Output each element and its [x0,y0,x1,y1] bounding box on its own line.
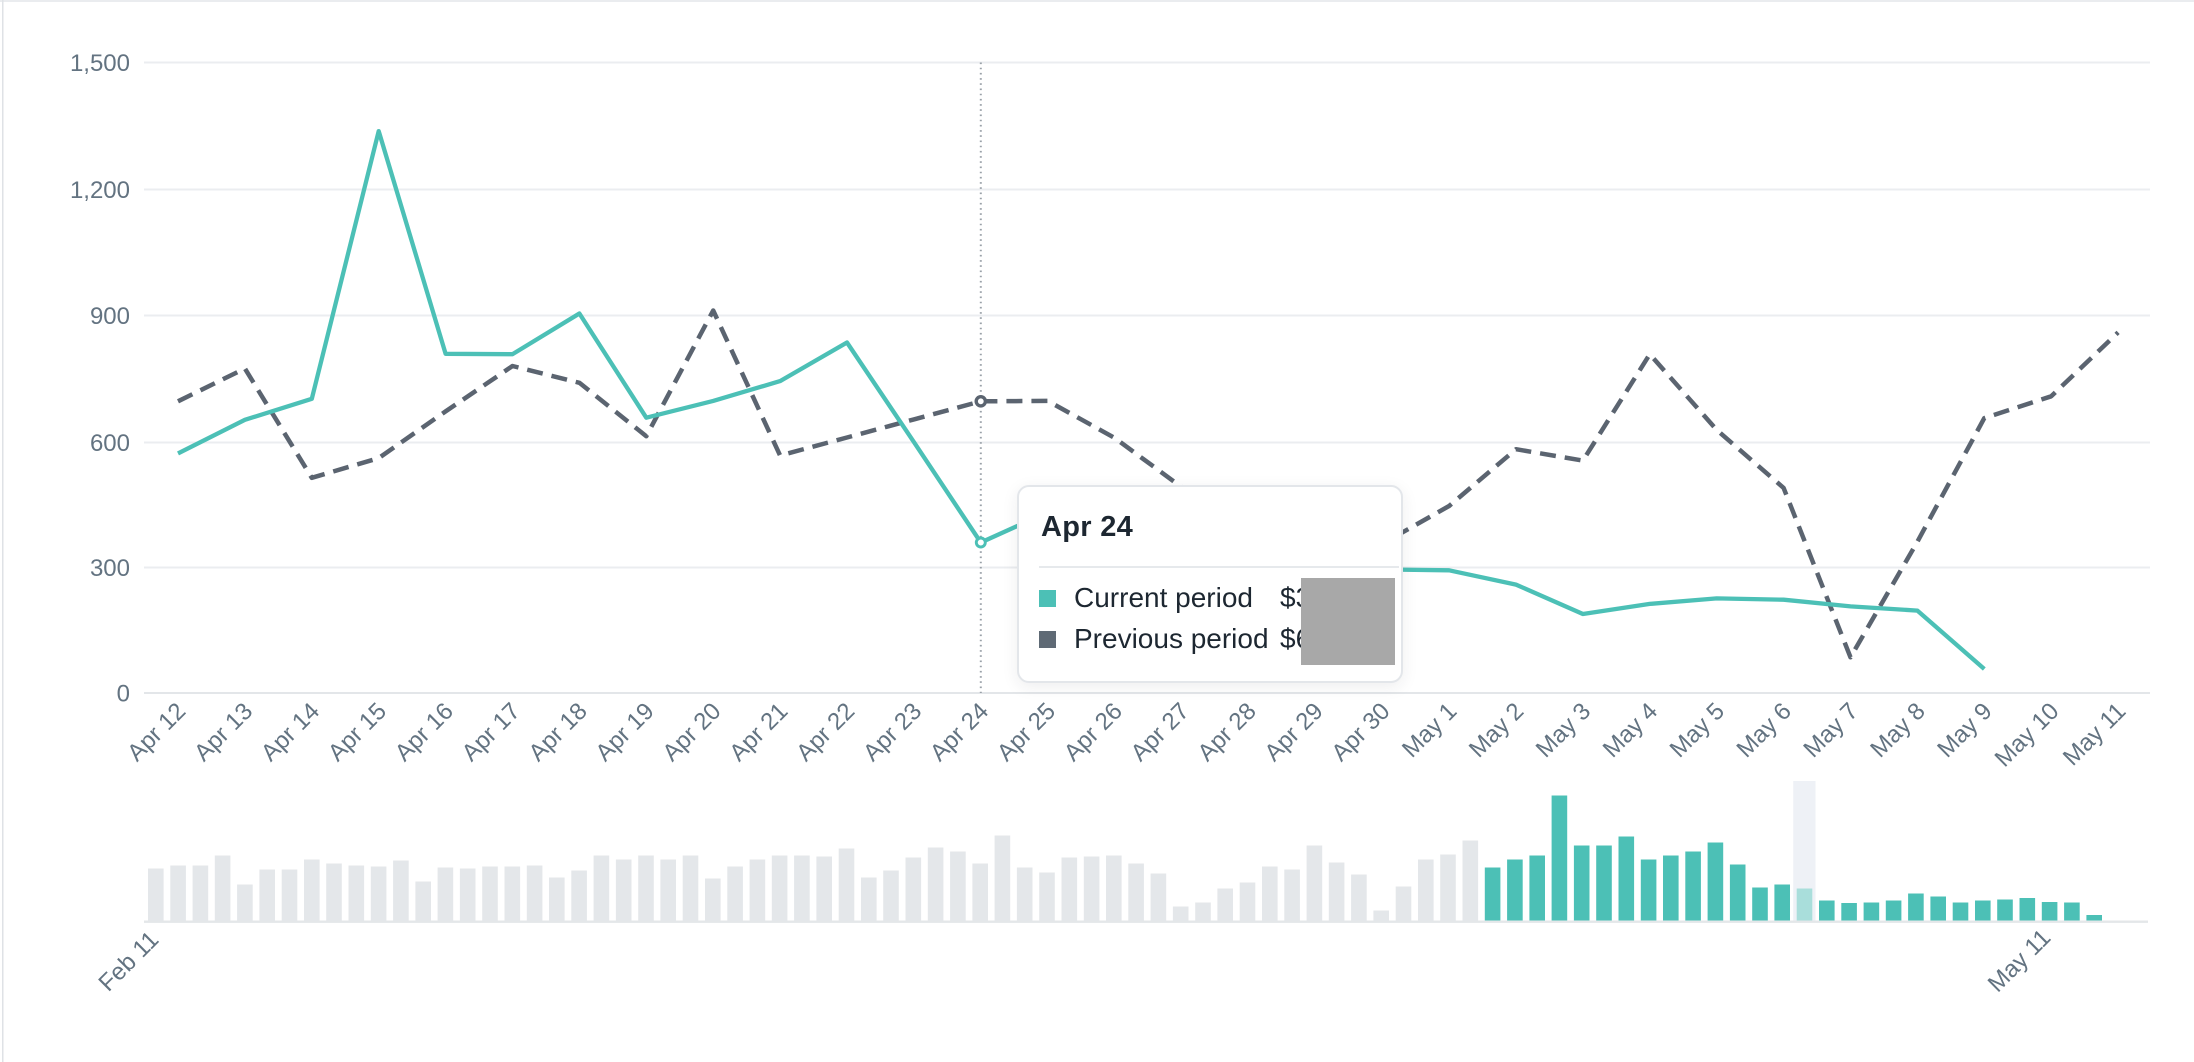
svg-text:Apr 29: Apr 29 [1259,698,1328,767]
svg-text:Apr 22: Apr 22 [791,698,860,767]
svg-text:Apr 17: Apr 17 [457,698,526,767]
svg-text:Apr 19: Apr 19 [590,698,659,767]
svg-text:May 3: May 3 [1531,698,1596,763]
svg-text:Apr 15: Apr 15 [323,698,392,767]
svg-text:Apr 25: Apr 25 [992,698,1061,767]
svg-text:May 9: May 9 [1932,698,1997,763]
svg-text:1,500: 1,500 [70,50,130,77]
svg-text:Apr 16: Apr 16 [390,698,459,767]
svg-text:May 4: May 4 [1598,698,1663,763]
svg-text:Apr 18: Apr 18 [524,698,593,767]
svg-text:May 7: May 7 [1798,698,1863,763]
svg-text:300: 300 [90,555,130,582]
svg-text:0: 0 [117,681,130,708]
svg-text:Apr 26: Apr 26 [1059,698,1128,767]
svg-text:Apr 23: Apr 23 [858,698,927,767]
svg-text:900: 900 [90,303,130,330]
svg-text:Feb 11: Feb 11 [94,926,165,997]
svg-text:Apr 12: Apr 12 [122,698,191,767]
svg-text:May 1: May 1 [1397,698,1462,763]
svg-text:Apr 27: Apr 27 [1126,698,1195,767]
svg-text:May 10: May 10 [1990,698,2065,773]
svg-text:May 2: May 2 [1464,698,1529,763]
svg-text:May 8: May 8 [1865,698,1930,763]
svg-text:Apr 14: Apr 14 [256,698,325,767]
svg-text:Apr 30: Apr 30 [1326,698,1395,767]
svg-text:Apr 28: Apr 28 [1193,698,1262,767]
svg-text:Apr 24: Apr 24 [925,698,994,767]
svg-text:May 11: May 11 [2058,698,2131,771]
svg-text:May 5: May 5 [1665,698,1730,763]
svg-text:May 11: May 11 [1983,924,2056,997]
svg-text:Apr 20: Apr 20 [657,698,726,767]
svg-text:1,200: 1,200 [70,177,130,204]
svg-text:Apr 21: Apr 21 [724,698,793,767]
svg-text:Apr 13: Apr 13 [189,698,258,767]
svg-text:600: 600 [90,430,130,457]
svg-text:May 6: May 6 [1732,698,1797,763]
